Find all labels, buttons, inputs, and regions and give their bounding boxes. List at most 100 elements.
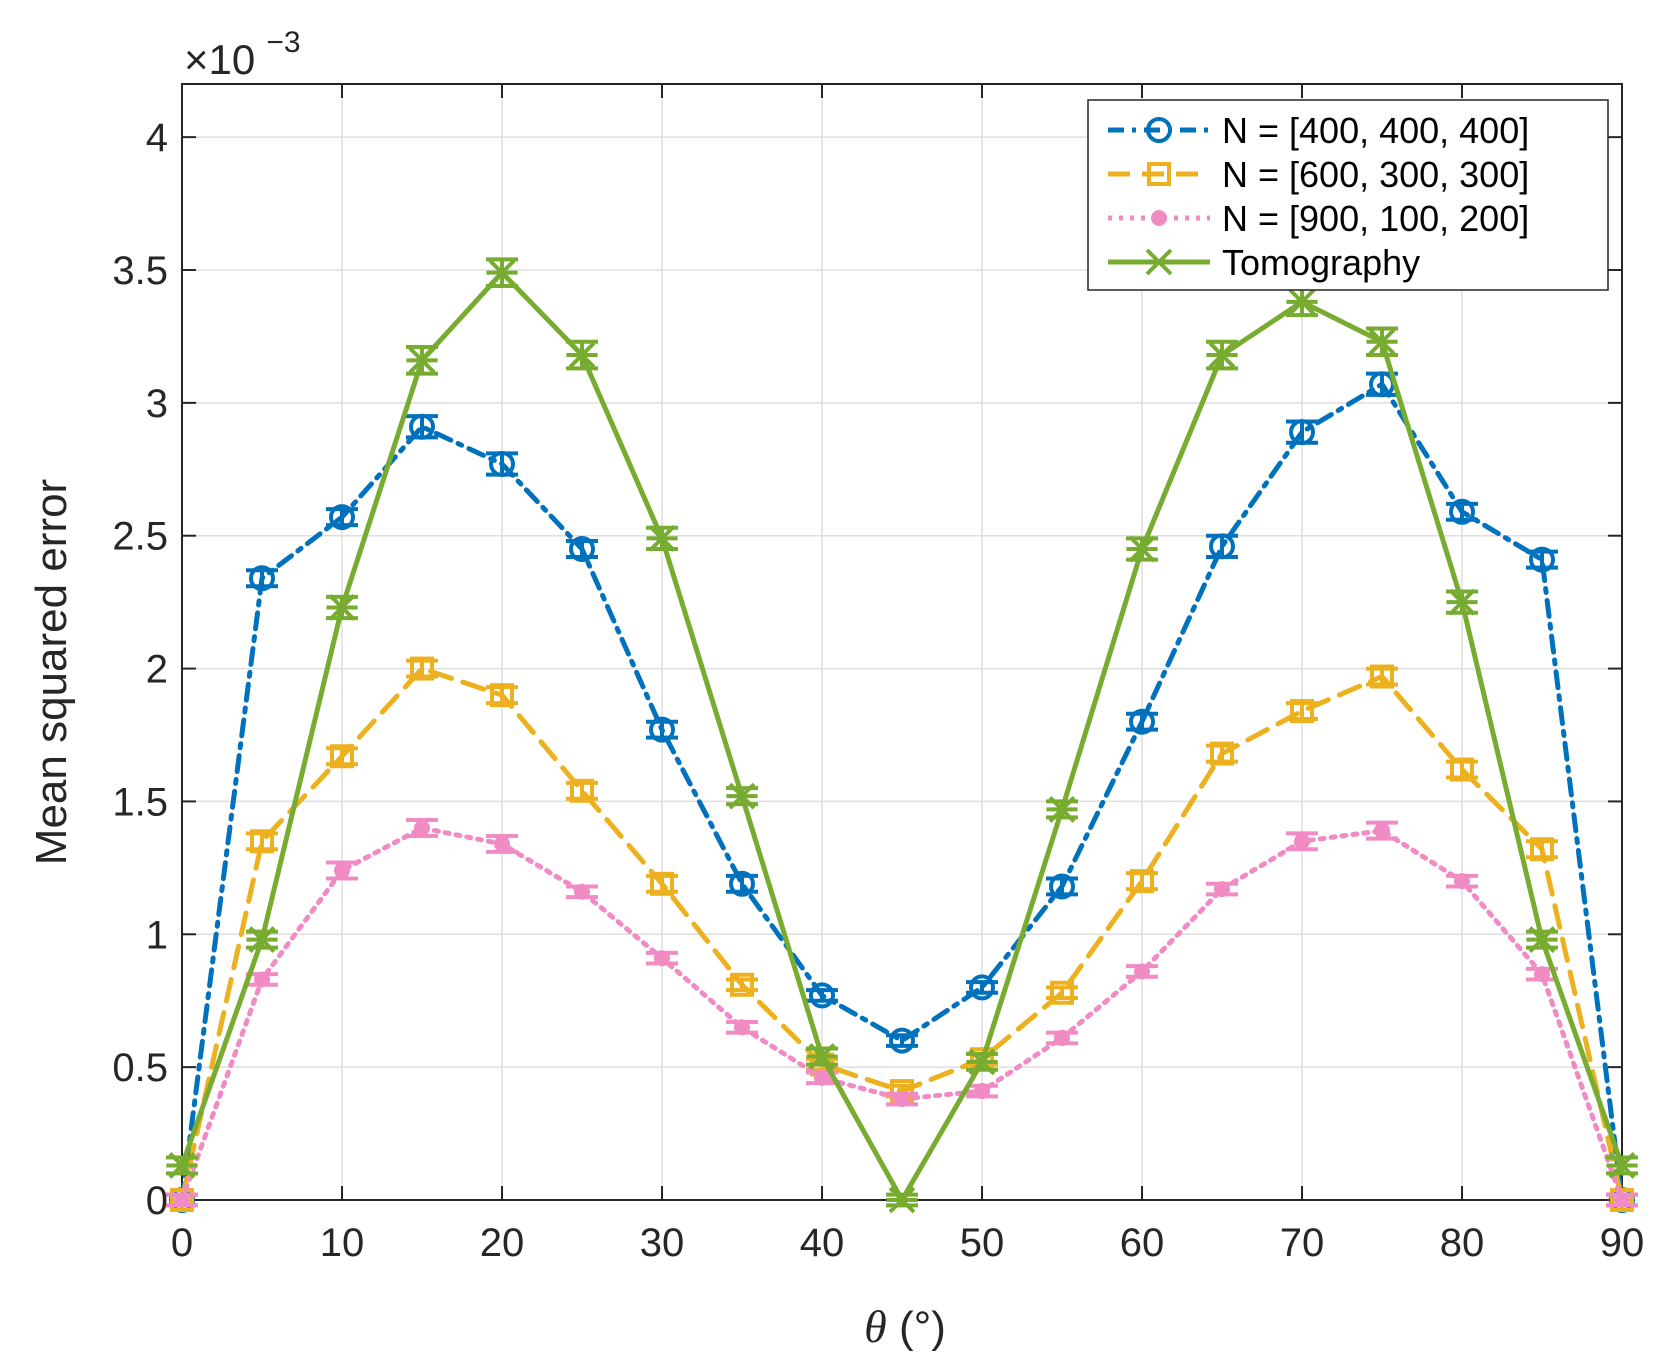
x-tick-label: 90: [1600, 1221, 1645, 1265]
data-point: [806, 1043, 838, 1070]
data-point: [1134, 963, 1150, 980]
data-point: [1126, 535, 1158, 563]
x-axis-symbol: θ: [864, 1301, 887, 1352]
data-point: [1366, 328, 1398, 356]
data-point: [1294, 833, 1310, 850]
legend-marker-1: [1147, 162, 1171, 186]
legend-label-1: N = [600, 300, 300]: [1222, 154, 1529, 195]
data-point: [1610, 1188, 1634, 1212]
legend: N = [400, 400, 400]N = [600, 300, 300]N …: [1087, 99, 1609, 291]
data-point: [570, 778, 594, 803]
data-point: [1614, 1192, 1630, 1208]
data-point: [646, 524, 678, 552]
data-point: [1290, 699, 1314, 724]
data-point: [254, 971, 270, 988]
data-point: [1454, 873, 1470, 890]
data-point: [1129, 708, 1155, 735]
x-axis-label: θ (°): [864, 1301, 946, 1352]
data-point: [1450, 757, 1474, 782]
y-exponent: ×10 −3: [184, 26, 301, 83]
data-point: [654, 950, 670, 967]
legend-entry-1: N = [600, 300, 300]: [1108, 154, 1529, 195]
data-point: [486, 259, 518, 287]
y-exponent-power: −3: [266, 26, 300, 59]
data-point: [490, 683, 514, 708]
series-group: [166, 257, 1638, 1214]
error-bar: [246, 568, 278, 589]
y-tick-label: 4: [146, 116, 168, 160]
data-point: [966, 1048, 998, 1076]
error-bar: [1526, 549, 1558, 570]
data-point: [170, 1188, 194, 1212]
data-point: [889, 1027, 915, 1054]
data-point: [1209, 533, 1235, 560]
data-point: [326, 594, 358, 621]
data-point: [734, 1019, 750, 1036]
data-point: [1050, 980, 1074, 1005]
data-point: [726, 782, 758, 810]
data-point: [1530, 837, 1554, 862]
y-exponent-prefix: ×10: [184, 36, 255, 83]
data-point: [329, 504, 355, 531]
data-point: [729, 870, 755, 897]
data-point: [406, 346, 438, 374]
legend-box: [1087, 99, 1609, 291]
x-tick-label: 0: [171, 1221, 193, 1265]
error-bar: [646, 719, 678, 740]
y-tick-label: 1.5: [112, 780, 168, 824]
error-bar: [566, 539, 598, 559]
data-point: [246, 926, 278, 954]
x-tick-label: 30: [640, 1221, 685, 1265]
data-point: [814, 1069, 830, 1086]
data-point: [649, 716, 675, 743]
data-point: [409, 413, 435, 440]
data-point: [974, 1083, 990, 1100]
data-point: [330, 744, 354, 769]
data-point: [166, 1152, 198, 1179]
data-point: [249, 565, 275, 592]
legend-entry-2: N = [900, 100, 200]: [1108, 198, 1529, 239]
data-point: [334, 862, 350, 879]
data-point: [1529, 546, 1555, 573]
data-point: [569, 536, 595, 562]
y-tick-label: 3.5: [112, 249, 168, 293]
data-point: [494, 835, 510, 852]
legend-label-2: N = [900, 100, 200]: [1222, 198, 1529, 239]
legend-marker-0: [1146, 117, 1172, 143]
data-point: [1446, 588, 1478, 616]
data-point: [574, 883, 590, 900]
data-point: [969, 974, 995, 1001]
data-point: [1049, 873, 1075, 900]
x-tick-label: 40: [800, 1221, 845, 1265]
data-point: [489, 450, 515, 477]
x-tick-label: 70: [1280, 1221, 1325, 1265]
error-bar: [1446, 501, 1478, 522]
x-tick-label: 80: [1440, 1221, 1485, 1265]
data-point: [410, 656, 434, 681]
error-bar: [1046, 876, 1078, 897]
y-tick-label: 0.5: [112, 1046, 168, 1090]
data-point: [1046, 795, 1078, 823]
y-tick-label: 1: [146, 913, 168, 957]
y-tick-label: 2: [146, 648, 168, 692]
x-tick-label: 20: [480, 1221, 525, 1265]
data-point: [1526, 926, 1558, 954]
data-point: [414, 820, 430, 836]
series-3: [166, 257, 1638, 1214]
data-point: [886, 1186, 918, 1214]
error-bar: [326, 507, 358, 528]
error-bar: [726, 873, 758, 894]
data-point: [1210, 741, 1234, 766]
y-tick-label: 3: [146, 382, 168, 426]
legend-entry-3: Tomography: [1108, 242, 1420, 283]
legend-label-0: N = [400, 400, 400]: [1222, 110, 1529, 151]
data-point: [1534, 966, 1550, 983]
error-bar: [1126, 711, 1158, 732]
y-tick-label: 0: [146, 1179, 168, 1223]
legend-label-3: Tomography: [1222, 242, 1420, 283]
y-axis-label: Mean squared error: [27, 479, 76, 865]
legend-marker-3: [1143, 248, 1175, 276]
y-tick-label: 2.5: [112, 515, 168, 559]
data-point: [1206, 341, 1238, 369]
